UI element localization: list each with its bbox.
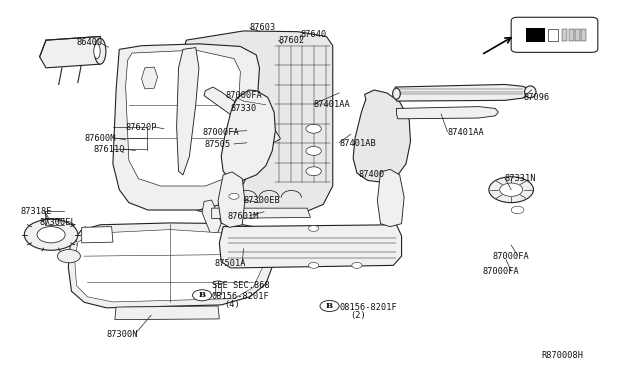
Text: 87000FA: 87000FA	[202, 128, 239, 137]
Polygon shape	[68, 223, 274, 308]
Polygon shape	[353, 90, 410, 182]
Text: 87401AA: 87401AA	[314, 100, 350, 109]
Circle shape	[306, 147, 321, 155]
Text: 87331N: 87331N	[505, 174, 536, 183]
Text: 87401AA: 87401AA	[447, 128, 484, 137]
Text: 87401AB: 87401AB	[339, 139, 376, 148]
Text: 87000FA: 87000FA	[226, 91, 262, 100]
Circle shape	[37, 227, 65, 243]
Bar	[575, 29, 580, 41]
Circle shape	[352, 262, 362, 268]
Polygon shape	[202, 200, 221, 233]
Circle shape	[24, 219, 78, 250]
Circle shape	[306, 124, 321, 133]
Bar	[581, 29, 586, 41]
Text: 08156-8201F: 08156-8201F	[339, 302, 397, 312]
Bar	[568, 29, 573, 41]
Polygon shape	[40, 36, 103, 68]
Circle shape	[489, 177, 534, 203]
Polygon shape	[82, 227, 113, 243]
Text: (2): (2)	[351, 311, 366, 320]
Polygon shape	[113, 44, 259, 210]
Text: 87400: 87400	[358, 170, 385, 179]
Circle shape	[308, 262, 319, 268]
Polygon shape	[204, 87, 280, 144]
Polygon shape	[218, 172, 245, 227]
Polygon shape	[180, 31, 333, 214]
Bar	[215, 283, 221, 294]
Polygon shape	[220, 225, 401, 268]
Text: 87600M: 87600M	[84, 134, 116, 143]
Text: 87611Q: 87611Q	[94, 145, 125, 154]
Bar	[526, 28, 545, 42]
Polygon shape	[115, 306, 220, 320]
Polygon shape	[212, 208, 310, 218]
Polygon shape	[221, 90, 275, 180]
Polygon shape	[378, 169, 404, 227]
Polygon shape	[395, 84, 532, 101]
Text: 87602: 87602	[278, 36, 305, 45]
Text: 87300EB: 87300EB	[244, 196, 280, 205]
Text: 87620P: 87620P	[125, 123, 157, 132]
Text: R870008H: R870008H	[541, 350, 584, 360]
Ellipse shape	[393, 88, 400, 99]
Circle shape	[320, 301, 339, 311]
Text: 87505: 87505	[204, 140, 230, 149]
Text: 87601M: 87601M	[228, 212, 259, 221]
Circle shape	[229, 193, 239, 199]
Bar	[562, 29, 567, 41]
Text: B: B	[326, 302, 333, 310]
Text: 87300EL: 87300EL	[40, 218, 76, 227]
Circle shape	[58, 250, 81, 263]
Text: 87640: 87640	[301, 30, 327, 39]
Text: (4): (4)	[225, 300, 240, 310]
Ellipse shape	[214, 281, 223, 285]
Text: B: B	[198, 291, 205, 299]
Circle shape	[306, 167, 321, 176]
Text: 87000FA: 87000FA	[492, 251, 529, 261]
Ellipse shape	[94, 44, 100, 59]
FancyBboxPatch shape	[511, 17, 598, 52]
Circle shape	[500, 183, 523, 196]
Polygon shape	[396, 107, 499, 119]
Text: 08156-8201F: 08156-8201F	[212, 292, 269, 301]
Polygon shape	[141, 67, 157, 89]
Polygon shape	[75, 230, 262, 302]
Ellipse shape	[214, 292, 222, 295]
Polygon shape	[177, 48, 199, 175]
Text: 87300N: 87300N	[106, 330, 138, 339]
Text: 87000FA: 87000FA	[483, 267, 519, 276]
Text: 87318E: 87318E	[20, 207, 52, 217]
Polygon shape	[125, 50, 241, 186]
Circle shape	[308, 225, 319, 231]
Text: 87501A: 87501A	[215, 259, 246, 268]
Text: 86400: 86400	[77, 38, 103, 47]
Text: 87330: 87330	[231, 104, 257, 113]
Ellipse shape	[95, 38, 106, 64]
Bar	[548, 29, 557, 41]
Circle shape	[511, 206, 524, 214]
Text: 87603: 87603	[250, 23, 276, 32]
Circle shape	[193, 290, 212, 301]
Ellipse shape	[525, 86, 536, 98]
Text: SEE SEC.868: SEE SEC.868	[212, 281, 269, 290]
Text: 87096: 87096	[524, 93, 550, 102]
